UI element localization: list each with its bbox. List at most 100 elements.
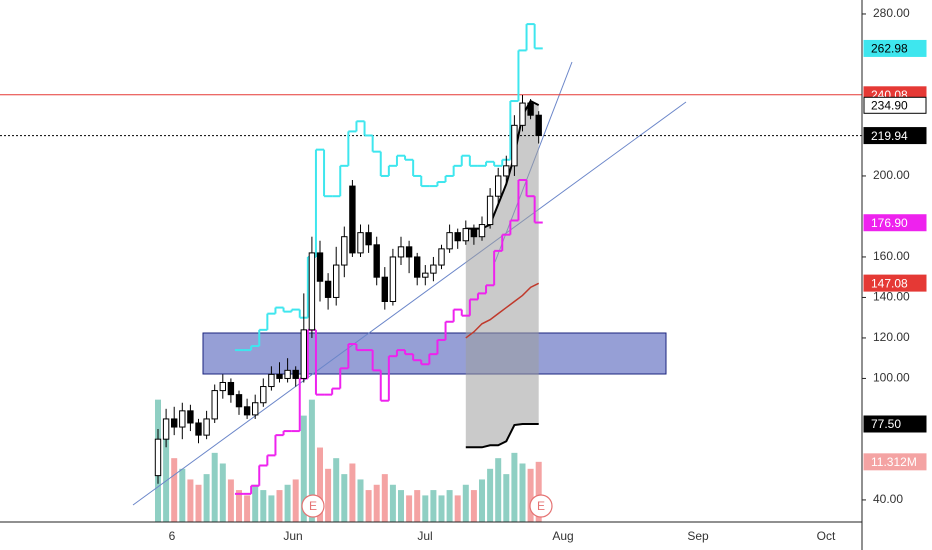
volume-bar <box>527 468 534 522</box>
candle-body <box>422 272 429 278</box>
candle-body <box>333 264 340 298</box>
event-label[interactable]: E <box>537 499 545 513</box>
candle-body <box>284 369 291 379</box>
candle-body <box>430 264 437 274</box>
candle-body <box>462 228 470 242</box>
event-marker[interactable]: E <box>301 494 325 518</box>
candle-body <box>486 195 494 226</box>
band-line <box>465 422 539 449</box>
candle-body <box>527 102 534 116</box>
volume-bar <box>511 452 518 522</box>
volume-bar <box>325 468 332 522</box>
price-tag-label: 262.98 <box>871 42 908 56</box>
volume-bar <box>317 447 323 522</box>
volume-bar <box>163 426 170 522</box>
event-label[interactable]: E <box>309 499 317 513</box>
volume-bar <box>203 474 210 522</box>
candle-body <box>495 175 502 197</box>
volume-bar <box>535 461 542 522</box>
y-tick-label: 160.00 <box>873 249 910 263</box>
volume-bar <box>357 479 364 522</box>
volume-bar <box>422 495 429 522</box>
volume-bar <box>300 415 307 522</box>
candle-body <box>227 381 235 396</box>
candle-body <box>373 244 380 278</box>
price-tag <box>863 96 927 114</box>
price-tag <box>863 415 927 433</box>
volume-bar <box>292 479 299 522</box>
volume-bar <box>430 490 437 522</box>
x-tick-label: Oct <box>817 529 836 543</box>
price-tag-label: 176.90 <box>871 216 908 230</box>
price-tag-label: 11.312M <box>871 455 917 469</box>
candle-body <box>438 248 445 266</box>
volume-bar <box>479 479 485 522</box>
volume-bar <box>495 458 502 522</box>
x-tick-label: Aug <box>552 529 573 543</box>
event-circle[interactable] <box>529 494 553 518</box>
band-line <box>465 99 540 230</box>
volume-bar <box>341 474 348 522</box>
event-circle[interactable] <box>301 494 325 518</box>
candle-body <box>154 438 162 477</box>
volume-bar <box>227 479 234 522</box>
candle-body <box>252 402 259 416</box>
y-tick-label: 120.00 <box>873 330 910 344</box>
candle-body <box>365 232 372 246</box>
volume-bar <box>373 484 380 522</box>
volume-bar <box>462 484 469 522</box>
price-tag <box>863 214 927 232</box>
candle-body <box>349 185 356 254</box>
volume-bar <box>454 495 461 522</box>
volume-bar <box>487 468 494 522</box>
volume-bar <box>365 490 372 522</box>
volume-bar <box>268 495 275 522</box>
volume-bar <box>333 458 340 522</box>
price-tag <box>863 127 927 145</box>
candle-body <box>389 256 397 302</box>
x-tick-label: Sep <box>687 529 709 543</box>
candle-body <box>235 394 243 408</box>
candle-body <box>211 390 218 420</box>
volume-bar <box>446 490 453 522</box>
volume-bar <box>389 484 396 522</box>
price-tag <box>863 453 927 471</box>
price-tag-label: 77.50 <box>871 417 901 431</box>
volume-bar <box>179 468 186 522</box>
event-marker[interactable]: E <box>529 494 553 518</box>
price-tag <box>863 274 927 292</box>
candle-body <box>276 373 283 379</box>
volume-bar <box>244 495 251 522</box>
x-tick-label: Jun <box>283 529 302 543</box>
volume-bar <box>284 484 291 522</box>
x-tick-label: 6 <box>169 529 176 543</box>
candle-body <box>397 246 405 258</box>
candle-body <box>187 410 194 424</box>
candle-body <box>405 246 413 258</box>
candle-body <box>324 280 332 298</box>
volume-bar <box>414 490 421 522</box>
candle-body <box>219 381 227 392</box>
candle-body <box>381 276 389 302</box>
moving-average <box>465 282 540 339</box>
volume-bar <box>381 474 388 522</box>
volume-bar <box>187 479 194 522</box>
volume-bar <box>308 399 315 522</box>
volume-bar <box>503 474 510 522</box>
candle-body <box>260 386 267 404</box>
volume-bar <box>211 452 218 522</box>
volume-bar <box>171 458 178 522</box>
volume-bar <box>195 484 202 522</box>
y-tick-label: 140.00 <box>873 290 910 304</box>
candle-body <box>478 224 486 238</box>
price-tag <box>863 39 927 57</box>
candle-body <box>454 232 461 242</box>
y-tick-label: 40.00 <box>873 492 903 506</box>
volume-bar <box>349 463 356 522</box>
candle-body <box>268 373 275 388</box>
volume-bar <box>236 490 242 522</box>
axes: 280.00 200.00 160.00 140.00 120.00 100.00 40.0… <box>169 6 927 543</box>
candle-body <box>195 422 202 436</box>
